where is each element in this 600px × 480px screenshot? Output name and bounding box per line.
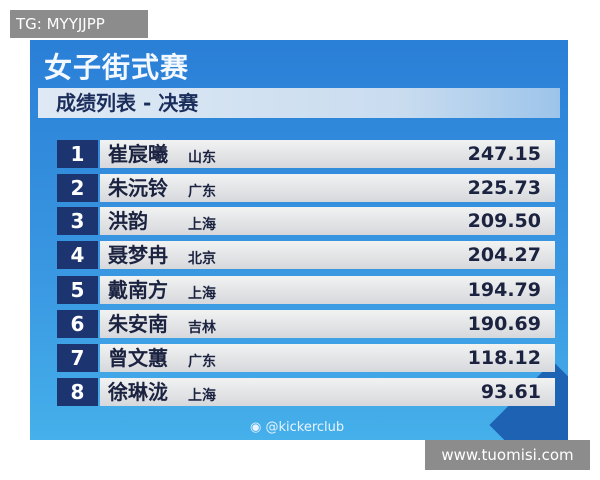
athlete-name: 朱沅铃 (108, 176, 168, 200)
rank-number: 8 (57, 378, 98, 406)
athlete-name: 戴南方 (108, 278, 168, 302)
athlete-province: 上海 (188, 286, 216, 302)
result-row: 7 曾文蕙 广东 118.12 (57, 344, 555, 372)
athlete-province: 山东 (188, 150, 216, 166)
rank-number: 3 (57, 207, 98, 235)
results-board: 女子街式赛 成绩列表 - 决赛 1 崔宸曦 山东 247.15 2 朱沅铃 广东 … (30, 40, 568, 440)
result-row: 6 朱安南 吉林 190.69 (57, 310, 555, 338)
athlete-name: 徐琳泷 (108, 380, 168, 404)
athlete-name: 洪韵 (108, 209, 148, 233)
athlete-province: 上海 (188, 217, 216, 233)
athlete-score: 204.27 (467, 244, 541, 266)
athlete-bar: 洪韵 上海 209.50 (100, 207, 555, 235)
athlete-score: 93.61 (480, 381, 541, 403)
athlete-score: 190.69 (467, 313, 541, 335)
result-row: 3 洪韵 上海 209.50 (57, 207, 555, 235)
athlete-bar: 崔宸曦 山东 247.15 (100, 140, 555, 168)
site-watermark: www.tuomisi.com (425, 440, 590, 470)
subtitle-banner: 成绩列表 - 决赛 (38, 88, 560, 118)
result-row: 8 徐琳泷 上海 93.61 (57, 378, 555, 406)
athlete-province: 广东 (188, 184, 216, 200)
rank-number: 7 (57, 344, 98, 372)
athlete-bar: 朱沅铃 广东 225.73 (100, 174, 555, 202)
athlete-province: 广东 (188, 354, 216, 370)
athlete-province: 上海 (188, 388, 216, 404)
athlete-score: 118.12 (467, 347, 541, 369)
athlete-score: 194.79 (467, 279, 541, 301)
rank-number: 5 (57, 276, 98, 304)
weibo-handle: @kickerclub (265, 420, 345, 435)
rank-number: 6 (57, 310, 98, 338)
athlete-name: 曾文蕙 (108, 346, 168, 370)
athlete-bar: 朱安南 吉林 190.69 (100, 310, 555, 338)
athlete-bar: 曾文蕙 广东 118.12 (100, 344, 555, 372)
event-title: 女子街式赛 (44, 51, 190, 84)
result-row: 2 朱沅铃 广东 225.73 (57, 174, 555, 202)
athlete-score: 209.50 (467, 210, 541, 232)
athlete-bar: 戴南方 上海 194.79 (100, 276, 555, 304)
athlete-province: 吉林 (188, 320, 216, 336)
weibo-credit: ◉ @kickerclub (250, 420, 344, 435)
athlete-name: 聂梦冉 (108, 243, 168, 267)
athlete-score: 225.73 (467, 177, 541, 199)
athlete-bar: 徐琳泷 上海 93.61 (100, 378, 555, 406)
rank-number: 1 (57, 140, 98, 168)
athlete-name: 崔宸曦 (108, 142, 168, 166)
result-row: 4 聂梦冉 北京 204.27 (57, 241, 555, 269)
athlete-bar: 聂梦冉 北京 204.27 (100, 241, 555, 269)
rank-number: 4 (57, 241, 98, 269)
athlete-score: 247.15 (467, 143, 541, 165)
result-row: 5 戴南方 上海 194.79 (57, 276, 555, 304)
tg-watermark: TG: MYYJJPP (10, 10, 148, 38)
rank-number: 2 (57, 174, 98, 202)
weibo-icon: ◉ (250, 420, 266, 435)
result-row: 1 崔宸曦 山东 247.15 (57, 140, 555, 168)
athlete-name: 朱安南 (108, 312, 168, 336)
athlete-province: 北京 (188, 251, 216, 267)
